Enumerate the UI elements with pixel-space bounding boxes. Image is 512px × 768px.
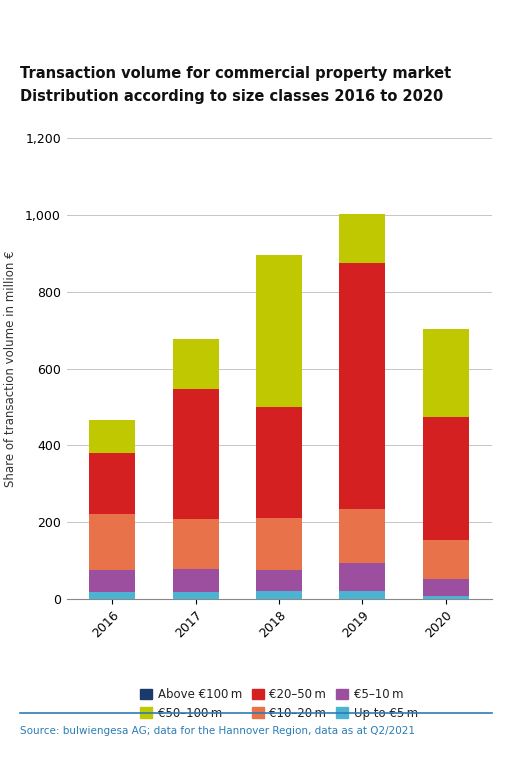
Bar [339, 563, 386, 591]
Bar [256, 407, 302, 518]
Legend: Above €100 m, €50–100 m, €20–50 m, €10–20 m, €5–10 m, Up to €5 m: Above €100 m, €50–100 m, €20–50 m, €10–2… [140, 688, 418, 720]
Bar [256, 570, 302, 591]
Text: Distribution according to size classes 2016 to 2020: Distribution according to size classes 2… [20, 88, 444, 104]
Bar [423, 596, 468, 599]
Text: Transaction volume for commercial property market: Transaction volume for commercial proper… [20, 65, 452, 81]
Bar [423, 541, 468, 579]
Bar [256, 591, 302, 599]
Bar [256, 255, 302, 407]
Bar [423, 579, 468, 596]
Bar [90, 592, 135, 599]
Bar [90, 420, 135, 453]
Bar [173, 592, 219, 599]
Bar [173, 389, 219, 519]
Bar [173, 569, 219, 592]
Bar [256, 518, 302, 570]
Bar [173, 339, 219, 389]
Bar [90, 515, 135, 570]
Bar [423, 418, 468, 541]
Bar [339, 509, 386, 563]
Bar [173, 519, 219, 569]
Text: Source: bulwiengesa AG; data for the Hannover Region, data as at Q2/2021: Source: bulwiengesa AG; data for the Han… [20, 726, 415, 736]
Bar [339, 263, 386, 509]
Bar [423, 329, 468, 418]
Bar [339, 214, 386, 263]
Y-axis label: Share of transaction volume in million €: Share of transaction volume in million € [4, 250, 17, 487]
Bar [339, 591, 386, 599]
Bar [90, 570, 135, 592]
Bar [90, 453, 135, 515]
